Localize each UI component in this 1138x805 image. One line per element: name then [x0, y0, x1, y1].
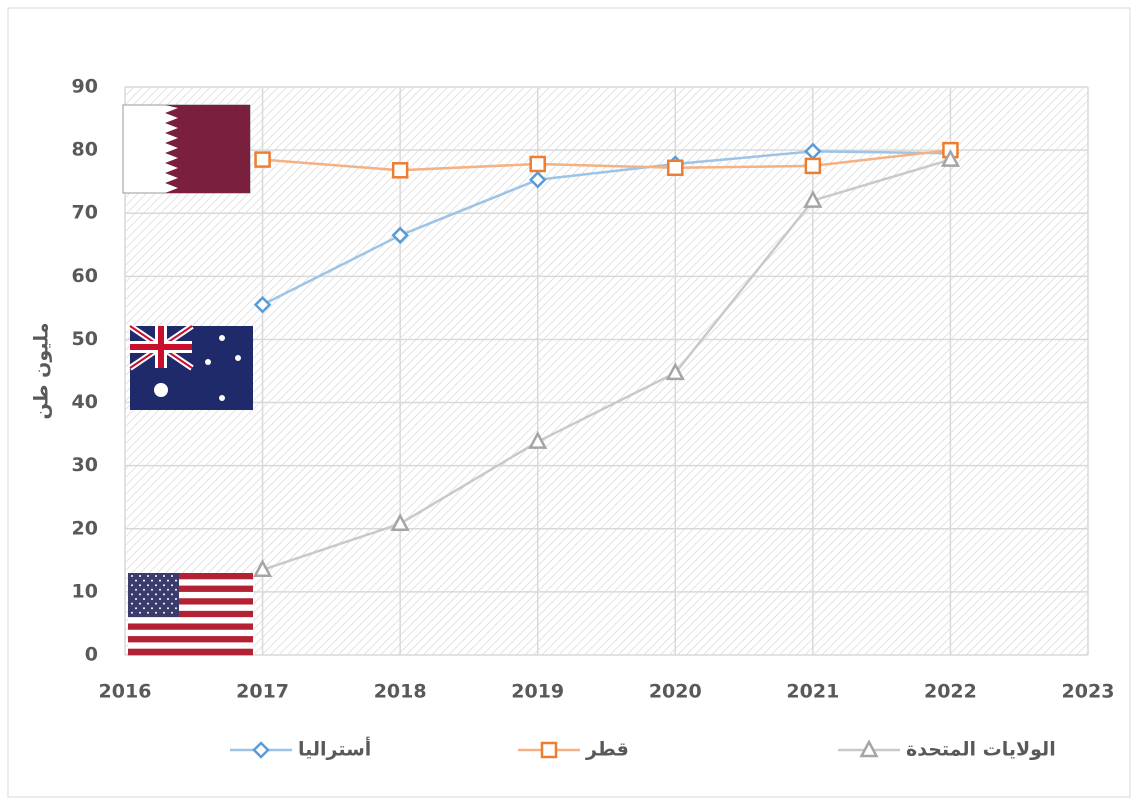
legend-label: الولايات المتحدة — [906, 739, 1056, 761]
flag-australia — [128, 323, 253, 410]
y-tick-label: 10 — [72, 580, 98, 602]
x-tick-label: 2022 — [924, 681, 977, 703]
y-tick-label: 80 — [72, 139, 98, 161]
legend-marker — [252, 741, 270, 759]
legend-label: أستراليا — [298, 737, 371, 761]
legend-marker — [859, 739, 879, 758]
y-tick-label: 50 — [72, 328, 98, 350]
series-line — [262, 158, 951, 571]
x-tick-label: 2017 — [236, 681, 289, 703]
legend-label: قطر — [585, 739, 629, 761]
marker — [253, 295, 272, 314]
x-tick-label: 2023 — [1062, 681, 1115, 703]
marker — [254, 151, 271, 168]
marker — [390, 513, 410, 531]
x-tick-label: 2020 — [649, 681, 702, 703]
marker — [667, 159, 684, 177]
marker — [252, 559, 273, 578]
x-tick-label: 2021 — [786, 681, 839, 703]
marker — [803, 189, 823, 208]
flag-qatar — [122, 104, 251, 194]
y-tick-label: 70 — [72, 202, 98, 224]
x-tick-label: 2019 — [511, 681, 564, 703]
marker — [665, 362, 685, 381]
marker — [528, 171, 547, 189]
y-tick-label: 0 — [85, 644, 98, 666]
y-tick-label: 20 — [72, 517, 98, 539]
marker — [528, 431, 548, 449]
marker — [940, 148, 961, 167]
y-tick-label: 90 — [72, 76, 98, 98]
series-line — [262, 150, 951, 306]
plot-area — [125, 87, 1088, 655]
series-line — [262, 148, 951, 172]
x-tick-label: 2016 — [99, 681, 152, 703]
marker — [391, 162, 409, 179]
marker — [804, 157, 822, 175]
marker — [391, 226, 409, 245]
flag-usa — [128, 573, 253, 656]
marker — [529, 155, 546, 173]
y-axis-label: مليون طن — [31, 322, 53, 419]
y-tick-label: 40 — [72, 391, 98, 413]
legend-marker — [540, 741, 558, 759]
x-tick-label: 2018 — [374, 681, 427, 703]
y-tick-label: 60 — [72, 265, 98, 287]
y-tick-label: 30 — [72, 454, 98, 476]
